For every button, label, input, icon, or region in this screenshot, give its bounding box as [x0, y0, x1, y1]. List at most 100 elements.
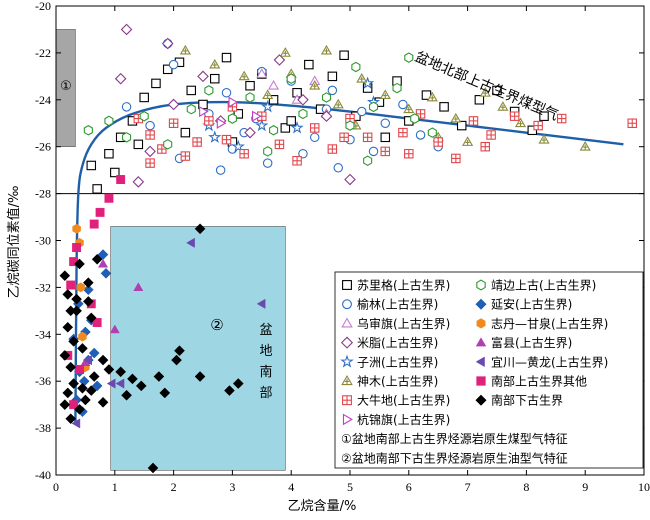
- data-point-s8-p16: [427, 127, 437, 138]
- data-point-s1-p0: [121, 102, 132, 112]
- data-point-s6-p2: [168, 118, 179, 129]
- legend-note: ①盆地南部上古生界烃源岩原生煤型气特征: [341, 431, 568, 446]
- data-point-s0-p16: [280, 123, 291, 133]
- legend-marker-c2-6: [475, 394, 487, 406]
- data-point-s6-p20: [468, 116, 479, 126]
- x-tick-label: 9: [582, 480, 588, 494]
- y-axis-label: 乙烷碳同位素值/‰: [6, 186, 22, 299]
- legend-label: 子洲(上古生界): [357, 354, 438, 369]
- data-point-s3-p10: [132, 176, 145, 188]
- x-tick-label: 4: [288, 480, 294, 494]
- data-point-s14-p12: [85, 312, 97, 324]
- data-point-s11-p1: [109, 324, 120, 334]
- y-tick-label: -26: [35, 140, 51, 154]
- legend-label: 南部下古生界: [491, 393, 563, 408]
- data-point-s1-p10: [262, 158, 273, 168]
- data-point-s3-p2: [161, 37, 174, 50]
- data-point-s0-p20: [327, 71, 338, 82]
- data-point-s11-p2: [97, 258, 109, 268]
- y-tick-label: -20: [35, 0, 51, 13]
- data-point-s8-p6: [204, 85, 214, 96]
- data-point-s14-p39: [77, 382, 88, 394]
- data-point-s6-p22: [509, 111, 520, 121]
- data-point-s3-p4: [197, 70, 209, 83]
- data-point-s3-p6: [244, 126, 256, 139]
- data-point-s12-p0: [186, 237, 195, 248]
- data-point-s5-p16: [579, 140, 591, 151]
- data-point-s13-p10: [66, 280, 76, 290]
- data-point-s5-p5: [309, 80, 321, 90]
- data-point-s0-p5: [151, 78, 161, 89]
- data-point-s5-p7: [356, 72, 368, 83]
- data-point-s4-p5: [290, 121, 304, 134]
- data-point-s14-p18: [59, 399, 71, 411]
- legend-label: 神木(上古生界): [357, 374, 438, 389]
- data-point-s2-p0: [256, 68, 268, 78]
- south-label-2: 南: [259, 364, 272, 380]
- data-point-s4-p4: [261, 99, 275, 113]
- legend-note: ②盆地南部下古生界烃源岩原生油型气特征: [341, 450, 568, 465]
- data-point-s5-p14: [514, 117, 527, 128]
- data-point-s14-p32: [194, 371, 206, 382]
- data-point-s14-p20: [74, 403, 85, 415]
- data-point-s6-p15: [380, 146, 391, 157]
- data-point-s13-p3: [89, 219, 99, 229]
- y-tick-label: -32: [35, 280, 51, 294]
- data-point-s6-p12: [327, 144, 338, 154]
- data-point-s0-p31: [492, 85, 502, 96]
- data-point-s6-p16: [398, 127, 408, 138]
- x-tick-label: 5: [347, 480, 353, 494]
- data-point-s0-p30: [474, 95, 485, 105]
- data-point-s5-p11: [450, 112, 462, 123]
- data-point-s10-p4: [76, 282, 85, 293]
- data-point-s14-p29: [159, 387, 171, 399]
- legend-marker-c2-4: [475, 356, 485, 368]
- y-tick-label: -30: [35, 234, 51, 248]
- data-point-s12-p1: [256, 298, 266, 309]
- data-point-s0-p41: [380, 132, 391, 143]
- data-point-s14-p3: [62, 321, 74, 333]
- data-point-s14-p5: [59, 350, 71, 361]
- data-point-s6-p17: [415, 109, 426, 119]
- data-point-s6-p28: [339, 132, 349, 143]
- legend-marker-c2-5: [476, 376, 486, 386]
- data-point-s14-p15: [97, 354, 109, 366]
- data-point-s0-p18: [304, 59, 314, 70]
- data-point-s1-p18: [357, 106, 367, 117]
- legend-label: 苏里格(上古生界): [357, 278, 450, 293]
- data-point-s0-p6: [162, 64, 173, 75]
- data-point-s6-p23: [533, 120, 543, 131]
- data-point-s0-p40: [286, 116, 296, 126]
- data-point-s8-p5: [186, 103, 196, 115]
- data-point-s5-p8: [379, 89, 391, 100]
- y-tick-label: -28: [35, 187, 51, 201]
- legend-label: 延安(上古生界): [491, 297, 572, 312]
- data-point-s1-p22: [415, 130, 426, 140]
- region1-label: ①: [60, 79, 72, 94]
- data-point-s12-p4: [83, 355, 92, 366]
- data-point-s5-p15: [538, 133, 550, 144]
- data-point-s8-p12: [345, 120, 355, 131]
- data-point-s9-p8: [91, 380, 103, 392]
- data-point-s13-p0: [116, 175, 126, 184]
- legend-label: 靖边上古(上古生界): [491, 278, 596, 293]
- data-point-s8-p7: [227, 113, 237, 124]
- data-point-s11-p0: [133, 282, 144, 292]
- data-point-s0-p1: [104, 148, 114, 159]
- data-point-s6-p25: [627, 118, 637, 129]
- data-point-s0-p34: [539, 111, 549, 121]
- data-point-s6-p1: [157, 144, 167, 154]
- data-point-s14-p26: [127, 373, 138, 385]
- data-point-s14-p37: [82, 296, 94, 307]
- legend-marker-c2-1: [475, 298, 487, 310]
- data-point-s14-p33: [194, 223, 206, 235]
- trend-curve: [74, 100, 624, 424]
- data-point-s7-p2: [228, 96, 239, 108]
- data-point-s14-p24: [115, 366, 127, 378]
- data-point-s5-p0: [179, 44, 191, 55]
- data-point-s6-p3: [180, 151, 191, 161]
- data-point-s1-p25: [221, 88, 232, 98]
- data-point-s5-p3: [262, 89, 274, 100]
- data-point-s8-p14: [392, 82, 402, 94]
